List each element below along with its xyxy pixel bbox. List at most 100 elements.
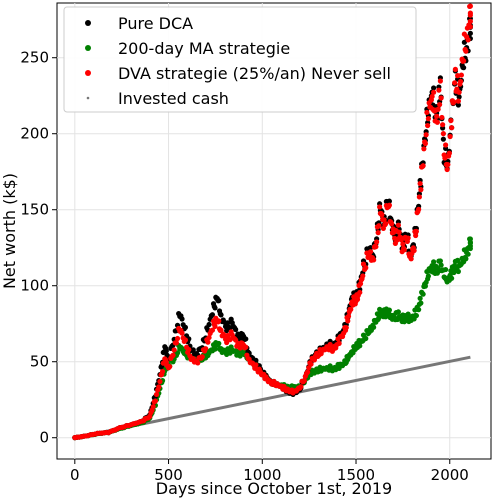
data-point	[463, 48, 469, 54]
data-point	[443, 142, 449, 148]
data-point	[377, 204, 383, 210]
data-point	[413, 232, 419, 239]
data-point	[436, 87, 442, 93]
data-point	[209, 312, 216, 318]
data-point	[195, 360, 201, 366]
data-point	[199, 354, 205, 360]
data-point	[205, 339, 211, 345]
data-point	[301, 378, 307, 384]
data-point	[452, 66, 458, 72]
data-point	[308, 361, 314, 367]
legend-label: Pure DCA	[118, 14, 193, 33]
data-point	[446, 150, 452, 156]
data-point	[448, 117, 454, 124]
data-point	[456, 89, 462, 95]
data-point	[212, 305, 218, 311]
data-point	[174, 350, 181, 356]
data-point	[225, 320, 231, 326]
data-point	[167, 364, 173, 370]
data-point	[416, 194, 422, 200]
data-point	[440, 131, 446, 137]
data-point	[179, 330, 185, 336]
data-point	[401, 247, 407, 253]
legend-label: Invested cash	[118, 89, 229, 108]
data-point	[354, 296, 361, 302]
data-point	[437, 258, 443, 264]
data-point	[467, 24, 473, 30]
legend-marker	[85, 20, 91, 26]
data-point	[386, 198, 392, 204]
data-point	[461, 58, 467, 64]
data-point	[467, 30, 473, 36]
data-point	[424, 109, 430, 116]
data-point	[458, 78, 464, 85]
data-point	[417, 295, 423, 301]
data-point	[463, 256, 469, 262]
data-point	[182, 337, 189, 343]
legend: Pure DCA 200-day MA strategie DVA strategi…	[63, 6, 417, 113]
data-point	[163, 348, 169, 354]
x-tick-label: 1000	[243, 466, 281, 484]
data-point	[443, 266, 449, 273]
data-point	[389, 221, 395, 227]
data-point	[152, 398, 159, 404]
data-point	[186, 346, 192, 353]
data-point	[451, 99, 457, 105]
y-axis-title: Net worth (k$)	[0, 173, 19, 289]
data-point	[343, 325, 349, 331]
data-point	[449, 125, 455, 131]
data-point	[375, 230, 381, 236]
data-point	[447, 133, 453, 140]
data-point	[434, 113, 440, 119]
data-point	[396, 229, 402, 235]
data-point	[439, 114, 445, 121]
legend-label: 200-day MA strategie	[118, 39, 290, 58]
data-point	[431, 85, 437, 91]
data-point	[216, 340, 222, 347]
data-point	[437, 78, 443, 84]
data-point	[206, 334, 212, 341]
data-point	[422, 140, 428, 147]
data-point	[182, 324, 189, 330]
data-point	[437, 101, 443, 108]
data-point	[416, 307, 422, 313]
data-point	[465, 251, 471, 257]
data-point	[423, 132, 429, 138]
y-tick-label: 0	[39, 429, 49, 447]
data-point	[400, 241, 406, 247]
series-layer	[72, 3, 473, 441]
legend-marker	[85, 70, 91, 76]
y-tick-label: 100	[20, 277, 49, 295]
data-point	[243, 344, 249, 350]
data-point	[438, 95, 444, 101]
data-point	[386, 202, 392, 208]
data-point	[174, 335, 181, 342]
x-tick-label: 2000	[431, 466, 469, 484]
x-ticks: 0 500 1000 1500 2000	[70, 459, 469, 484]
series-2	[72, 3, 473, 441]
data-point	[150, 404, 156, 410]
data-point	[425, 116, 431, 122]
data-point	[420, 291, 426, 297]
data-point	[170, 352, 176, 358]
data-point	[379, 212, 385, 218]
data-point	[467, 240, 473, 246]
y-tick-label: 250	[20, 49, 49, 67]
data-point	[237, 345, 243, 351]
data-point	[159, 368, 166, 375]
data-point	[452, 80, 458, 86]
data-point	[206, 321, 212, 328]
data-point	[216, 298, 222, 304]
data-point	[212, 346, 218, 352]
data-point	[218, 312, 224, 318]
data-point	[156, 384, 162, 390]
data-point	[371, 324, 377, 330]
data-point	[467, 3, 473, 9]
data-point	[243, 336, 249, 342]
y-tick-label: 50	[30, 353, 49, 371]
data-point	[153, 391, 160, 398]
data-point	[417, 180, 423, 187]
data-point	[383, 221, 389, 227]
data-point	[456, 94, 462, 100]
data-point	[233, 326, 239, 333]
